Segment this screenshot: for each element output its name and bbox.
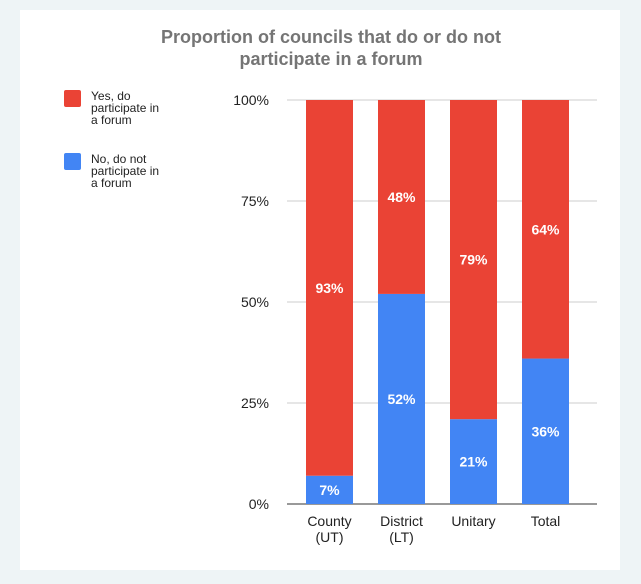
y-tick-label: 75%: [241, 193, 269, 209]
bar-segment-yes: [378, 100, 425, 294]
legend-label: a forum: [91, 176, 132, 190]
legend-label: No, do not: [91, 152, 147, 166]
bar-segment-no: [306, 475, 353, 504]
y-tick-label: 0%: [249, 496, 269, 512]
legend-label: Yes, do: [91, 89, 131, 103]
legend-label: participate in: [91, 101, 159, 115]
data-label: 79%: [459, 252, 488, 268]
legend-label: participate in: [91, 164, 159, 178]
x-tick-label: District: [380, 513, 423, 529]
legend-label: a forum: [91, 113, 132, 127]
data-label: 93%: [315, 280, 344, 296]
chart-title-line-2: participate in a forum: [239, 49, 422, 69]
data-label: 36%: [531, 423, 560, 439]
bar-segment-yes: [306, 100, 353, 476]
x-tick-label: (UT): [316, 529, 344, 545]
y-tick-label: 50%: [241, 294, 269, 310]
bar-segment-yes: [522, 100, 569, 359]
data-label: 21%: [459, 454, 488, 470]
stacked-bar-chart: Proportion of councils that do or do not…: [64, 27, 597, 545]
chart-frame: Proportion of councils that do or do not…: [20, 10, 620, 570]
x-tick-label: Unitary: [451, 513, 495, 529]
data-label: 48%: [387, 189, 416, 205]
legend-swatch: [64, 153, 81, 170]
x-tick-label: (LT): [389, 529, 414, 545]
y-tick-label: 100%: [233, 92, 269, 108]
legend-swatch: [64, 90, 81, 107]
data-label: 64%: [531, 221, 560, 237]
chart-title-line-1: Proportion of councils that do or do not: [161, 27, 501, 47]
y-tick-label: 25%: [241, 395, 269, 411]
data-label: 7%: [319, 482, 340, 498]
x-tick-label: Total: [531, 513, 561, 529]
bar-segment-yes: [450, 100, 497, 420]
data-label: 52%: [387, 391, 416, 407]
bar-segment-no: [450, 419, 497, 504]
bar-segment-no: [522, 358, 569, 504]
x-tick-label: County: [307, 513, 351, 529]
bar-segment-no: [378, 293, 425, 504]
